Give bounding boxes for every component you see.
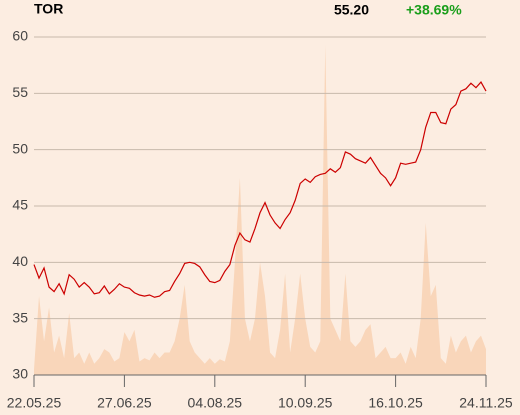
change: +38.69% — [406, 2, 462, 18]
y-tick-label: 60 — [12, 28, 28, 44]
y-tick-label: 35 — [12, 309, 28, 325]
x-tick-label: 22.05.25 — [7, 395, 62, 411]
x-tick-label: 04.08.25 — [188, 395, 243, 411]
x-tick-label: 27.06.25 — [97, 395, 152, 411]
price: 55.20 — [334, 2, 369, 18]
symbol: TOR — [34, 1, 63, 17]
y-tick-label: 50 — [12, 140, 28, 156]
y-tick-label: 45 — [12, 197, 28, 213]
x-tick-label: 10.09.25 — [278, 395, 333, 411]
y-tick-label: 40 — [12, 253, 28, 269]
y-tick-label: 30 — [12, 366, 28, 382]
price-line — [33, 81, 487, 298]
y-tick-label: 55 — [12, 84, 28, 100]
x-tick-label: 24.11.25 — [459, 395, 513, 411]
x-tick-label: 16.10.25 — [368, 395, 423, 411]
volume-area — [34, 44, 486, 376]
